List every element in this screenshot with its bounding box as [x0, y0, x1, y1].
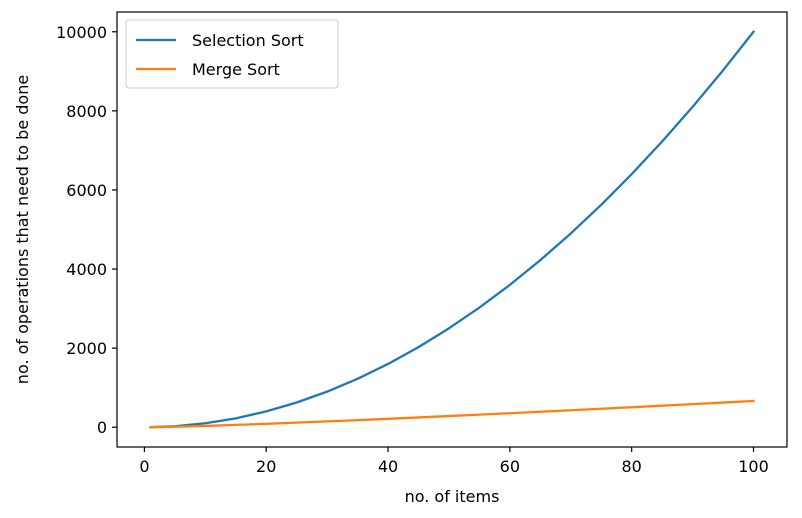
legend: Selection Sort Merge Sort — [125, 19, 339, 89]
legend-label: Selection Sort — [192, 31, 304, 50]
legend-box — [125, 19, 339, 89]
y-tick-label: 4000 — [66, 260, 107, 279]
y-tick-label: 2000 — [66, 339, 107, 358]
x-tick-label: 40 — [378, 457, 398, 476]
axes-frame — [116, 11, 788, 448]
y-tick-label: 8000 — [66, 102, 107, 121]
series-line-merge-sort — [149, 399, 755, 429]
axes: 0 20 40 60 80 100 0 2000 4000 6000 8000 10000 — [56, 11, 788, 476]
x-tick-label: 60 — [500, 457, 520, 476]
y-tick-label: 6000 — [66, 181, 107, 200]
series-line-selection-sort — [149, 30, 756, 429]
x-tick-label: 20 — [256, 457, 276, 476]
y-tick-label: 0 — [97, 418, 107, 437]
x-tick-label: 100 — [738, 457, 769, 476]
x-axis-label: no. of items — [405, 487, 500, 506]
y-tick-label: 10000 — [56, 23, 107, 42]
x-tick-label: 80 — [622, 457, 642, 476]
x-tick-label: 0 — [139, 457, 149, 476]
legend-label: Merge Sort — [192, 60, 280, 79]
y-axis-label: no. of operations that need to be done — [13, 75, 32, 384]
